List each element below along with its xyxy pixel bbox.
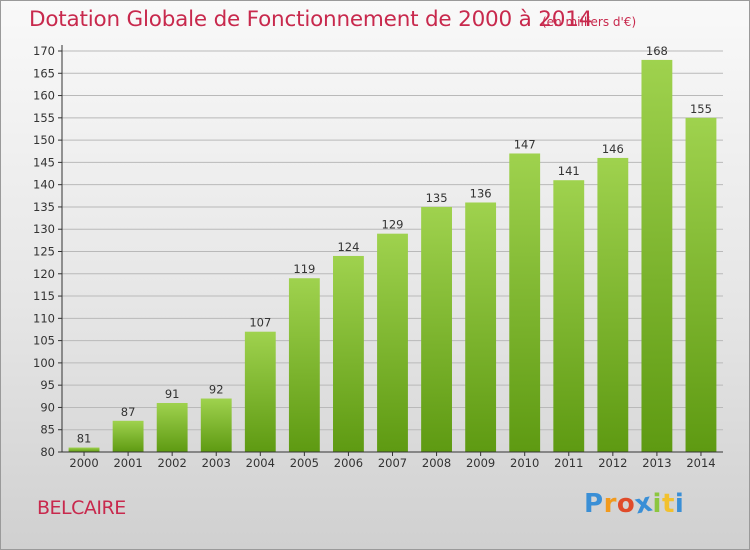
y-tick-label: 160: [33, 89, 55, 103]
y-tick-label: 90: [40, 400, 55, 414]
x-tick-label: 2009: [466, 456, 495, 470]
y-tick-label: 155: [33, 111, 55, 125]
y-tick-label: 120: [33, 267, 55, 281]
bar: [421, 206, 452, 452]
x-tick-label: 2005: [290, 456, 319, 470]
bar: [333, 255, 364, 452]
bar: [156, 402, 188, 452]
chart-subtitle: (en milliers d'€): [542, 15, 637, 29]
x-tick-label: 2008: [422, 456, 451, 470]
bar: [200, 398, 232, 452]
bars: [68, 59, 717, 453]
y-tick-label: 140: [33, 178, 55, 192]
y-tick-label: 100: [33, 356, 55, 370]
x-tick-label: 2012: [598, 456, 627, 470]
data-label: 81: [77, 432, 92, 446]
bar: [244, 331, 276, 452]
data-label: 141: [558, 164, 580, 178]
bar: [112, 420, 144, 452]
y-tick-label: 145: [33, 155, 55, 169]
logo-letter: t: [661, 489, 675, 519]
proxiti-logo: Proxiti: [584, 488, 685, 521]
bar: [377, 233, 408, 452]
logo-letter: i: [674, 489, 685, 519]
data-label: 92: [209, 383, 224, 397]
data-label: 136: [470, 186, 492, 200]
chart-title: Dotation Globale de Fonctionnement de 20…: [29, 7, 593, 32]
y-tick-label: 170: [33, 44, 55, 58]
x-tick-label: 2013: [642, 456, 671, 470]
logo-letter: r: [603, 489, 617, 519]
bar: [553, 180, 585, 452]
y-tick-label: 135: [33, 200, 55, 214]
data-label: 135: [426, 191, 448, 205]
y-tick-label: 105: [33, 334, 55, 348]
x-tick-label: 2003: [202, 456, 231, 470]
y-tick-label: 130: [33, 222, 55, 236]
bar: [465, 202, 497, 452]
data-label: 119: [293, 262, 315, 276]
data-label: 155: [690, 102, 712, 116]
bar: [68, 447, 100, 452]
logo-letter: o: [616, 489, 636, 519]
y-tick-label: 95: [40, 378, 55, 392]
y-tick-label: 80: [40, 445, 55, 459]
bar: [288, 278, 320, 452]
data-label: 129: [382, 218, 404, 232]
data-label: 107: [249, 316, 271, 330]
x-tick-label: 2002: [158, 456, 187, 470]
x-tick-label: 2006: [334, 456, 363, 470]
bar: [685, 117, 717, 452]
data-label: 146: [602, 142, 624, 156]
x-tick-label: 2007: [378, 456, 407, 470]
axes: [58, 45, 723, 456]
labels: 80 85 90 95 100 105 110 115 120 125 130 135 140 145 15…: [33, 44, 716, 470]
x-tick-label: 2010: [510, 456, 539, 470]
data-label: 168: [646, 44, 668, 58]
x-tick-label: 2014: [686, 456, 715, 470]
y-tick-label: 110: [33, 311, 55, 325]
x-tick-label: 2001: [113, 456, 142, 470]
data-label: 124: [337, 240, 359, 254]
commune-name: BELCAIRE: [37, 497, 126, 519]
y-tick-label: 150: [33, 133, 55, 147]
y-tick-label: 115: [33, 289, 55, 303]
bar: [597, 157, 629, 452]
y-tick-label: 165: [33, 66, 55, 80]
logo-letter: P: [584, 489, 604, 519]
y-tick-label: 85: [40, 423, 55, 437]
data-label: 91: [165, 387, 180, 401]
bar: [641, 59, 673, 453]
data-label: 147: [514, 137, 536, 151]
x-tick-label: 2011: [554, 456, 583, 470]
logo-letter: i: [652, 489, 662, 519]
y-tick-label: 125: [33, 245, 55, 259]
bar: [509, 153, 541, 452]
x-tick-label: 2000: [69, 456, 98, 470]
x-tick-label: 2004: [246, 456, 275, 470]
data-label: 87: [121, 405, 136, 419]
